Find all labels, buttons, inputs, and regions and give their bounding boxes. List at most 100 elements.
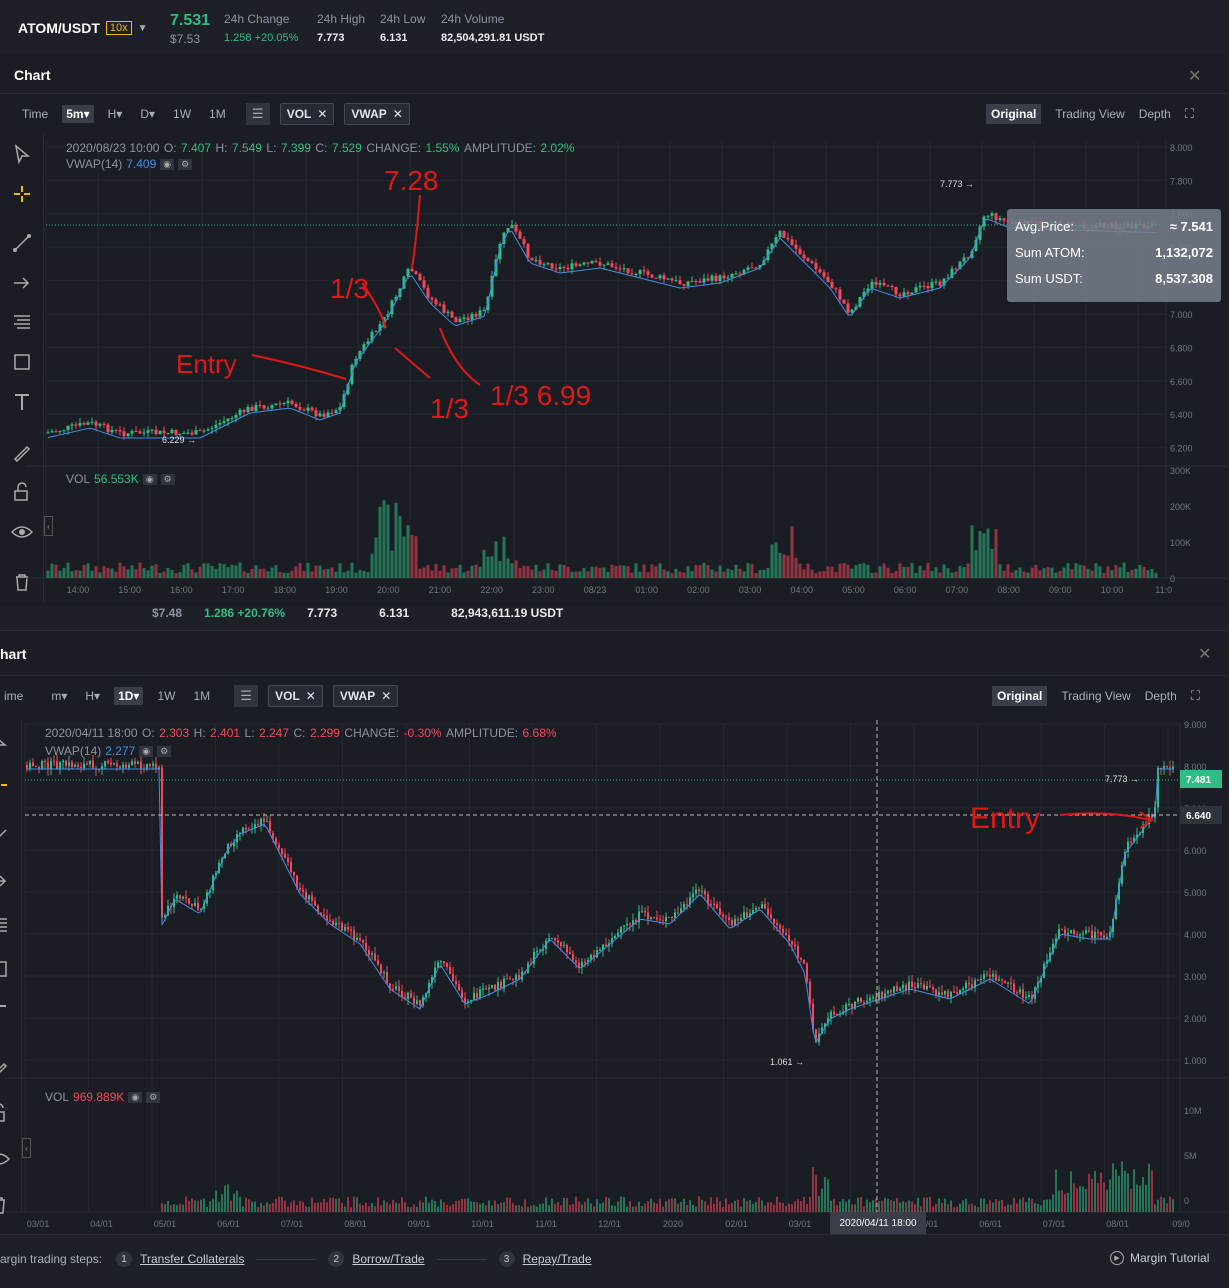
fib-icon[interactable] [0,912,12,938]
candle-body [656,917,658,920]
interval-minute[interactable]: m▾ [51,689,68,703]
step3-link[interactable]: Repay/Trade [522,1252,592,1266]
fullscreen-icon[interactable]: ⛶ [1184,106,1194,121]
indicator-settings-icon[interactable]: ☰ [245,103,270,125]
trendline-icon[interactable] [9,230,35,256]
gear-icon[interactable]: ⚙ [178,158,193,170]
volume-bar [970,525,974,578]
arrow-icon[interactable] [0,868,12,894]
vol-indicator-chip[interactable]: VOL ✕ [279,103,335,125]
step1-link[interactable]: Transfer Collaterals [140,1252,245,1266]
vwap-indicator-chip[interactable]: VWAP ✕ [344,103,410,125]
close-icon[interactable]: ✕ [317,107,328,121]
brush-icon[interactable] [0,1056,12,1082]
fib-icon[interactable] [9,309,35,335]
trendline-icon[interactable] [0,824,12,850]
brush-icon[interactable] [9,439,35,465]
margin-tutorial-button[interactable]: ▶ Margin Tutorial [1110,1251,1209,1265]
trash-icon[interactable] [0,1192,12,1218]
collapse-toolbar-icon[interactable]: ‹ [44,516,53,536]
cursor-icon[interactable] [9,141,35,167]
candlestick-chart-top[interactable]: 8.0007.8007.6007.4007.2007.0006.8006.600… [0,133,1229,603]
volume-bar [551,1198,553,1212]
eye-icon[interactable]: ◉ [139,745,154,757]
lock-icon[interactable] [0,1100,12,1126]
volume-bar [503,1202,505,1212]
pair-selector[interactable]: ATOM/USDT 10x ▼ [18,20,148,36]
eye-icon[interactable]: ◉ [128,1091,143,1103]
view-tradingview[interactable]: Trading View [1055,107,1125,121]
volume-bar [275,1198,277,1212]
eye-icon[interactable] [0,1146,12,1172]
close-icon[interactable]: ✕ [392,107,403,121]
eye-icon[interactable] [9,519,35,545]
interval-day[interactable]: D▾ [140,107,156,121]
candle-body [638,911,640,923]
rectangle-icon[interactable] [0,956,12,982]
volume-bar [754,573,758,578]
interval-week[interactable]: 1W [173,107,192,121]
candle-body [546,263,550,265]
close-icon[interactable]: ✕ [305,689,316,703]
vol-indicator-chip[interactable]: VOL ✕ [268,685,323,707]
indicator-settings-icon[interactable]: ☰ [234,685,259,707]
interval-month[interactable]: 1M [193,689,211,703]
view-depth[interactable]: Depth [1138,107,1171,121]
eye-icon[interactable]: ◉ [142,473,157,485]
volume-bar [869,1201,871,1212]
gear-icon[interactable]: ⚙ [160,473,175,485]
candle-body [737,919,739,921]
eye-icon[interactable]: ◉ [160,158,175,170]
candle-body [632,920,634,925]
trash-icon[interactable] [9,569,35,595]
interval-day[interactable]: 1D▾ [114,687,144,705]
view-original[interactable]: Original [986,104,1042,124]
candle-body [574,263,578,266]
volume-bar [1046,1199,1048,1212]
interval-hour[interactable]: H▾ [85,689,101,703]
interval-month[interactable]: 1M [209,107,226,121]
volume-bar [54,564,58,578]
candle-body [794,244,798,249]
candle-body [1010,982,1012,984]
volume-bar [402,536,406,578]
candle-body [962,257,966,262]
close-icon[interactable]: ✕ [1198,646,1212,663]
candle-body [335,922,337,926]
candle-body [218,422,222,425]
fullscreen-icon[interactable]: ⛶ [1190,688,1200,703]
collapse-toolbar-icon[interactable]: ‹ [22,1138,31,1158]
view-tradingview[interactable]: Trading View [1061,689,1131,703]
close-icon[interactable]: ✕ [381,689,392,703]
candle-body [582,262,586,265]
view-depth[interactable]: Depth [1144,689,1177,703]
rectangle-icon[interactable] [9,349,35,375]
candlestick-chart-bottom[interactable]: 9.0008.0007.0006.0005.0004.0003.0002.000… [0,720,1229,1234]
text-tool-icon[interactable] [0,1000,12,1026]
volume-bar [488,1200,490,1212]
time-tick-label: 03/01 [789,1219,812,1229]
interval-week[interactable]: 1W [157,689,176,703]
close-icon[interactable]: ✕ [1188,68,1202,85]
volume-bar [809,1196,811,1212]
cursor-icon[interactable] [0,730,12,756]
volume-bar [566,566,570,578]
candle-body [122,764,124,768]
view-original[interactable]: Original [992,686,1048,706]
candle-body [854,1001,856,1009]
time-tick-label: 16:00 [170,585,193,595]
vwap-indicator-chip[interactable]: VWAP ✕ [332,685,399,707]
candle-body [178,433,182,436]
gear-icon[interactable]: ⚙ [146,1091,161,1103]
lock-icon[interactable] [9,479,35,505]
step2-link[interactable]: Borrow/Trade [352,1252,425,1266]
crosshair-icon[interactable] [9,181,35,207]
candle-body [234,415,238,419]
interval-hour[interactable]: H▾ [107,107,123,121]
candle-body [779,924,781,929]
arrow-icon[interactable] [9,270,35,296]
interval-5m[interactable]: 5m▾ [62,105,94,123]
text-tool-icon[interactable] [9,389,35,415]
volume-bar [222,564,226,578]
gear-icon[interactable]: ⚙ [157,745,172,757]
